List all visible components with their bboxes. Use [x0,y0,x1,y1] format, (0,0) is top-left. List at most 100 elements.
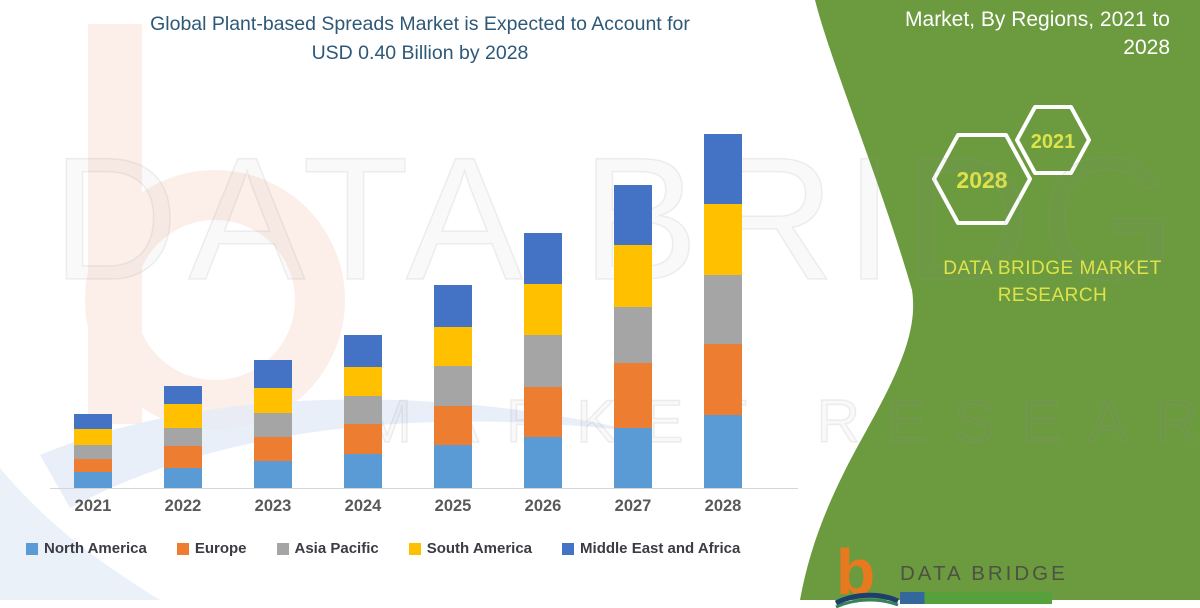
bar-stack-2025 [434,284,472,488]
bar-segment-north-america [704,415,742,488]
bar-column-2027 [588,128,678,488]
bar-segment-south-america [524,283,562,335]
bar-segment-south-america [614,244,652,308]
bar-segment-middle-east-and-africa [74,413,112,429]
bar-segment-middle-east-and-africa [164,386,202,404]
x-tick-label-2023: 2023 [254,497,292,515]
bar-segment-europe [254,436,292,461]
bar-segment-europe [164,446,202,468]
bar-stack-2022 [164,386,202,488]
bar-segment-asia-pacific [254,412,292,437]
bar-column-2021 [48,128,138,488]
legend-swatch-icon [408,542,421,555]
bar-segment-north-america [164,467,202,488]
legend-swatch-icon [26,542,38,555]
legend: North America Europe Asia Pacific South Ame… [26,540,806,557]
bar-column-2028 [678,128,768,488]
panel-heading: Market, By Regions, 2021 to 2028 [878,6,1170,62]
legend-item-asia-pacific: Asia Pacific [276,540,379,557]
bar-column-2024 [318,128,408,488]
chart-title: Global Plant-based Spreads Market is Exp… [20,10,820,68]
panel-heading-line1: Market, By Regions, 2021 to [905,8,1170,31]
bar-column-2022 [138,128,228,488]
panel-brand-line2: RESEARCH [997,285,1108,306]
bar-stack-2024 [344,335,382,488]
legend-swatch-icon [562,542,575,555]
hexagon-year-2021: 2021 [1031,131,1076,153]
bar-segment-south-america [434,327,472,366]
bar-segment-south-america [74,428,112,445]
x-axis-line [50,488,798,489]
bar-segment-south-america [164,403,202,428]
bar-segment-north-america [74,472,112,488]
footer-brand-text: DATA BRIDGE [900,562,1068,585]
bar-segment-europe [434,405,472,446]
bar-segment-asia-pacific [434,365,472,406]
bar-segment-asia-pacific [74,444,112,459]
bar-stack-2026 [524,233,562,488]
bar-segment-north-america [614,427,652,488]
bar-segment-middle-east-and-africa [704,134,742,205]
x-tick-label-2026: 2026 [524,497,562,515]
legend-item-north-america: North America [26,540,147,557]
x-tick-label-2022: 2022 [164,497,202,515]
green-panel-shape [800,0,1200,600]
hexagon-2028-icon [932,133,1032,225]
panel-brand-line1: DATA BRIDGE MARKET [943,258,1162,279]
bar-segment-asia-pacific [704,275,742,345]
bar-stack-2028 [704,134,742,488]
footer-brand-band [900,592,1052,604]
legend-label: Middle East and Africa [580,540,741,557]
bar-column-2025 [408,128,498,488]
bar-segment-north-america [254,460,292,488]
bar-segment-asia-pacific [614,307,652,363]
legend-swatch-icon [176,542,189,555]
bar-segment-north-america [434,445,472,488]
chart-title-line2: USD 0.40 Billion by 2028 [311,42,529,64]
bar-segment-north-america [344,454,382,488]
legend-item-south-america: South America [408,540,532,557]
x-tick-label-2027: 2027 [614,497,652,515]
bar-stack-2021 [74,413,112,488]
bar-segment-europe [344,424,382,455]
hexagon-2021-icon [1015,105,1091,175]
bar-segment-asia-pacific [344,395,382,425]
bar-segment-middle-east-and-africa [434,284,472,328]
panel-heading-line2: 2028 [1123,36,1170,59]
legend-label: Asia Pacific [294,540,379,557]
footer-logo: b DATA BRIDGE [834,540,1096,608]
bar-segment-south-america [344,367,382,396]
bar-segment-asia-pacific [164,427,202,447]
legend-label: North America [44,540,147,557]
bar-column-2026 [498,128,588,488]
bar-segment-asia-pacific [524,334,562,387]
bar-segment-europe [524,386,562,438]
x-tick-label-2021: 2021 [74,497,112,515]
bar-stack-2027 [614,184,652,488]
x-axis-labels: 2021 2022 2023 2024 2025 2026 2027 2028 [48,497,768,516]
legend-item-europe: Europe [176,540,247,557]
bar-segment-south-america [704,204,742,276]
legend-item-middle-east-and-africa: Middle East and Africa [562,540,740,557]
bar-segment-europe [74,458,112,473]
bar-segment-middle-east-and-africa [254,360,292,388]
bar-segment-europe [704,344,742,416]
footer-logo-swoosh-icon [834,592,900,608]
bar-segment-north-america [524,437,562,488]
panel-brand-text: DATA BRIDGE MARKET RESEARCH [905,255,1200,309]
x-tick-label-2025: 2025 [434,497,472,515]
bar-segment-middle-east-and-africa [524,233,562,284]
x-tick-label-2024: 2024 [344,497,382,515]
bar-segment-europe [614,362,652,428]
bar-column-2023 [228,128,318,488]
bar-segment-south-america [254,387,292,413]
hexagon-year-2028: 2028 [956,167,1007,193]
bar-segment-middle-east-and-africa [344,335,382,368]
bar-stack-2023 [254,360,292,488]
x-tick-label-2028: 2028 [704,497,742,515]
legend-swatch-icon [276,542,289,555]
chart-title-line1: Global Plant-based Spreads Market is Exp… [150,13,690,35]
bar-segment-middle-east-and-africa [614,184,652,245]
plot-area [48,128,768,488]
